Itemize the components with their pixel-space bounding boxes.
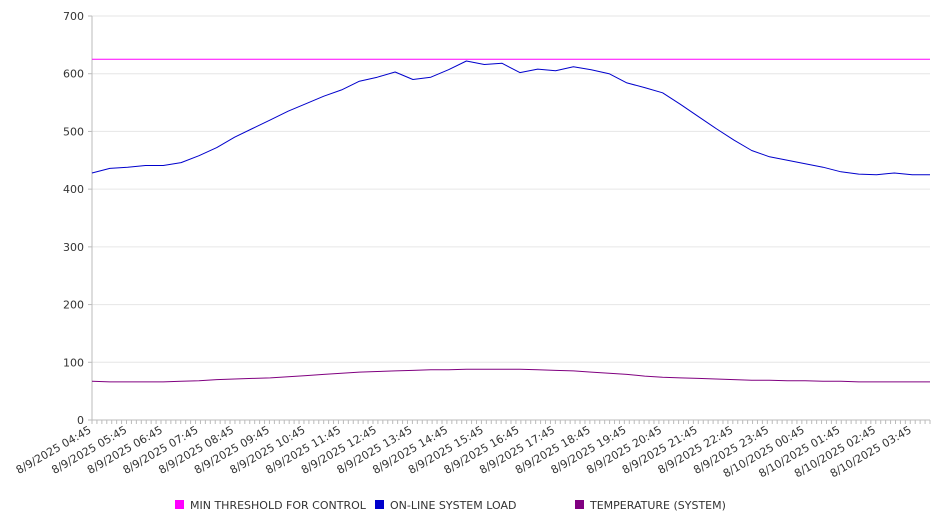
grid	[88, 15, 931, 424]
legend: MIN THRESHOLD FOR CONTROL ON-LINE SYSTEM …	[175, 499, 726, 512]
y-tick-label: 600	[63, 68, 84, 81]
x-tick-labels: 8/9/2025 04:458/9/2025 05:458/9/2025 06:…	[14, 423, 914, 480]
y-tick-label: 100	[63, 356, 84, 369]
y-tick-label: 300	[63, 241, 84, 254]
y-tick-label: 200	[63, 299, 84, 312]
y-tick-labels: 0 100 200 300 400 500 600 700	[63, 10, 84, 427]
series	[91, 58, 930, 383]
series-line-temperature-system	[91, 368, 930, 383]
legend-swatch	[175, 500, 184, 509]
legend-swatch	[375, 500, 384, 509]
y-tick-label: 400	[63, 183, 84, 196]
y-tick-label: 700	[63, 10, 84, 23]
legend-swatch	[575, 500, 584, 509]
y-tick-label: 500	[63, 125, 84, 138]
legend-label: MIN THRESHOLD FOR CONTROL	[190, 499, 367, 512]
legend-label: TEMPERATURE (SYSTEM)	[589, 499, 726, 512]
series-line-on-line-system-load	[91, 60, 930, 176]
axes	[91, 16, 930, 421]
legend-label: ON-LINE SYSTEM LOAD	[390, 499, 516, 512]
y-tick-label: 0	[77, 414, 84, 427]
